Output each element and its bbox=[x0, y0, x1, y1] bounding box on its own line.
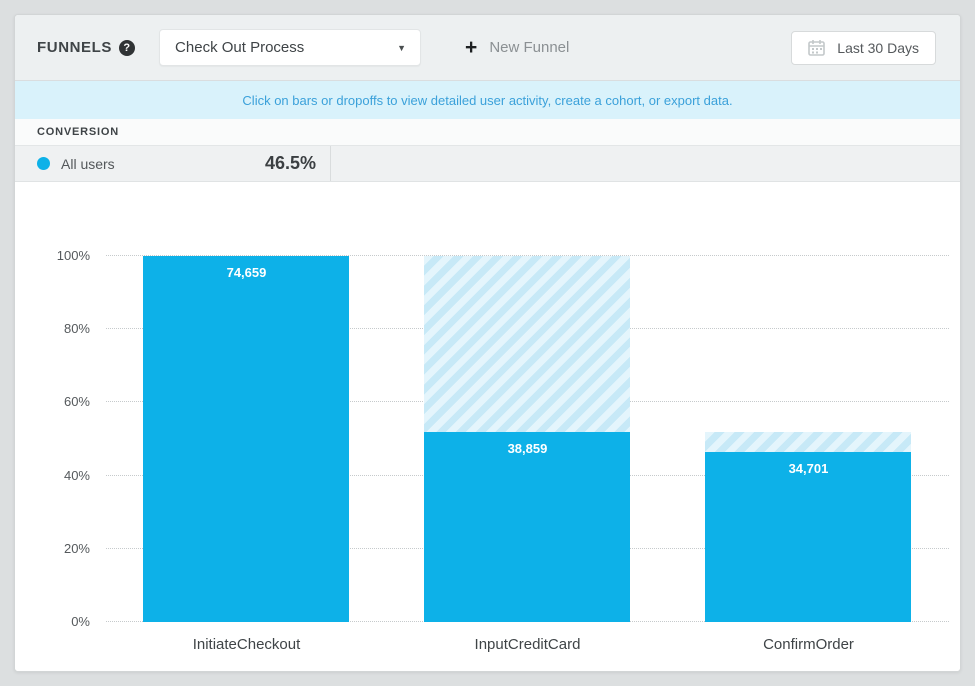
funnel-bar-InputCreditCard: 38,859 bbox=[424, 256, 631, 622]
funnel-plot: 0% 20% 40% 60% 80% 100% 74,659 38,859 34,701 bbox=[57, 249, 949, 629]
funnel-chart-area: 0% 20% 40% 60% 80% 100% 74,659 38,859 34,701 Ini… bbox=[15, 182, 960, 671]
bar-value-label: 38,859 bbox=[507, 440, 548, 456]
y-tick-label: 40% bbox=[63, 467, 90, 483]
category-axis: InitiateCheckout InputCreditCard ConfirmOr… bbox=[106, 636, 949, 653]
header-bar: FUNNELS ? Check Out Process ▼ + New Funn… bbox=[15, 15, 960, 81]
conversion-bar[interactable] bbox=[143, 256, 350, 622]
conversion-section-label: CONVERSION bbox=[37, 126, 119, 138]
bar-value-label: 74,659 bbox=[226, 265, 267, 280]
info-banner: Click on bars or dropoffs to view detail… bbox=[15, 81, 960, 119]
new-funnel-button[interactable]: + New Funnel bbox=[465, 37, 569, 58]
funnel-selector-dropdown[interactable]: Check Out Process ▼ bbox=[159, 29, 422, 66]
y-tick-label: 0% bbox=[71, 614, 90, 629]
funnels-panel: FUNNELS ? Check Out Process ▼ + New Funn… bbox=[14, 14, 961, 672]
funnel-step-column: 34,701 bbox=[668, 256, 949, 622]
y-tick-label: 80% bbox=[63, 321, 90, 337]
funnel-bar-ConfirmOrder: 34,701 bbox=[705, 256, 912, 622]
date-range-label: Last 30 Days bbox=[837, 39, 919, 56]
info-banner-text: Click on bars or dropoffs to view detail… bbox=[242, 92, 733, 108]
category-label: InputCreditCard bbox=[474, 636, 581, 653]
funnel-bar-InitiateCheckout: 74,659 bbox=[143, 256, 350, 622]
gridline bbox=[106, 255, 949, 256]
page-title: FUNNELS ? bbox=[37, 39, 136, 56]
series-row: All users 46.5% bbox=[15, 146, 960, 182]
y-tick-label: 100% bbox=[56, 248, 90, 263]
funnel-selector-value: Check Out Process bbox=[175, 39, 305, 56]
bar-value-label: 34,701 bbox=[788, 460, 829, 476]
page-title-label: FUNNELS bbox=[37, 39, 113, 56]
conversion-bar[interactable] bbox=[705, 451, 912, 622]
series-color-dot bbox=[37, 157, 50, 170]
series-cell-all-users[interactable]: All users 46.5% bbox=[15, 146, 331, 181]
conversion-bar[interactable] bbox=[424, 431, 631, 622]
series-name: All users bbox=[61, 155, 115, 172]
funnel-step-column: 38,859 bbox=[387, 256, 668, 622]
chevron-down-icon: ▼ bbox=[397, 42, 407, 53]
dropoff-region[interactable] bbox=[705, 431, 912, 452]
funnel-step-column: 74,659 bbox=[106, 256, 387, 622]
calendar-icon bbox=[808, 40, 826, 56]
plus-icon: + bbox=[465, 36, 478, 59]
category-label: InitiateCheckout bbox=[192, 636, 301, 653]
new-funnel-label: New Funnel bbox=[489, 39, 570, 56]
help-icon[interactable]: ? bbox=[119, 39, 136, 56]
overall-conversion-rate: 46.5% bbox=[264, 153, 316, 173]
category-label: ConfirmOrder bbox=[763, 636, 854, 653]
date-range-button[interactable]: Last 30 Days bbox=[791, 30, 936, 65]
dropoff-region[interactable] bbox=[424, 256, 631, 432]
conversion-section-header: CONVERSION bbox=[15, 119, 960, 146]
y-tick-label: 60% bbox=[63, 394, 90, 410]
y-tick-label: 20% bbox=[63, 540, 90, 556]
